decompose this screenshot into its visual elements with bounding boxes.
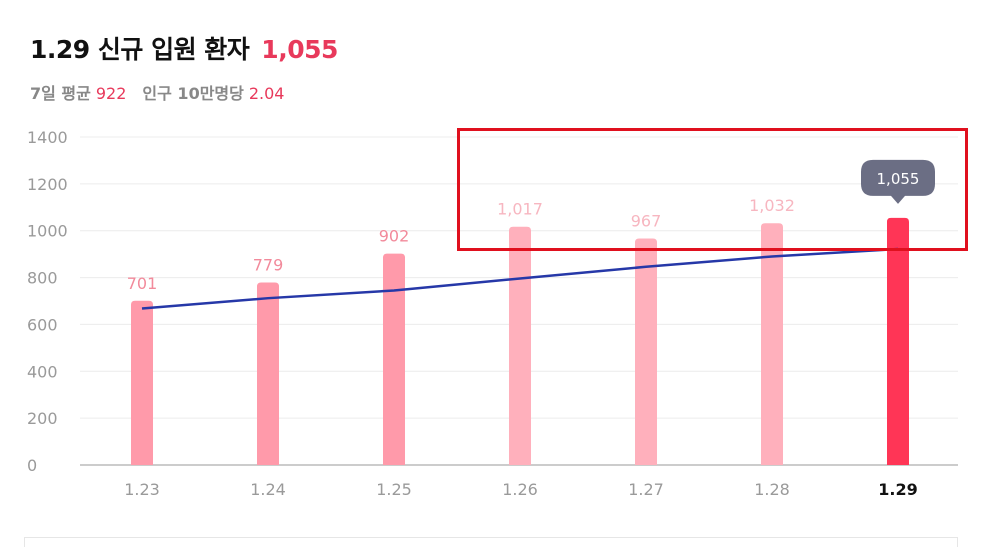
bar (635, 238, 657, 465)
per-capita-value: 2.04 (248, 84, 285, 103)
y-tick-label: 400 (27, 362, 58, 381)
y-tick-label: 1200 (27, 175, 68, 194)
subtitle-row: 7일 평균 922 인구 10만명당 2.04 (30, 80, 284, 104)
chart-header: 1.29 신규 입원 환자 1,055 (30, 30, 338, 66)
bar-value-label: 1,032 (749, 196, 795, 215)
bar-value-label: 779 (253, 255, 284, 274)
today-value: 1,055 (261, 35, 338, 64)
y-tick-label: 200 (27, 409, 58, 428)
y-tick-label: 600 (27, 315, 58, 334)
y-tick-label: 0 (27, 456, 37, 475)
x-tick-label: 1.23 (124, 480, 160, 499)
bar (761, 223, 783, 465)
tooltip-value: 1,055 (877, 170, 920, 188)
y-tick-label: 800 (27, 269, 58, 288)
bar (509, 226, 531, 465)
chart-title: 1.29 신규 입원 환자 (30, 35, 250, 64)
y-tick-label: 1000 (27, 222, 68, 241)
bar (383, 253, 405, 465)
bar (887, 217, 909, 465)
avg-value: 922 (95, 84, 127, 103)
avg-label: 7일 평균 (30, 84, 91, 103)
bar-value-label: 967 (631, 211, 662, 230)
x-tick-label: 1.28 (754, 480, 790, 499)
average-line (141, 247, 899, 310)
x-tick-label: 1.27 (628, 480, 664, 499)
bar-value-label: 902 (379, 227, 410, 246)
per-capita-label: 인구 10만명당 (142, 84, 244, 103)
bar (257, 282, 279, 465)
bar-value-label: 1,017 (497, 200, 543, 219)
bar-value-label: 701 (127, 274, 158, 293)
annotation-box (457, 128, 968, 251)
y-tick-label: 1400 (27, 128, 68, 147)
next-panel-edge (24, 537, 958, 547)
bar (131, 300, 153, 465)
x-tick-label: 1.29 (878, 480, 917, 499)
x-tick-label: 1.25 (376, 480, 412, 499)
tooltip-bubble (861, 159, 935, 204)
x-tick-label: 1.24 (250, 480, 286, 499)
x-tick-label: 1.26 (502, 480, 538, 499)
